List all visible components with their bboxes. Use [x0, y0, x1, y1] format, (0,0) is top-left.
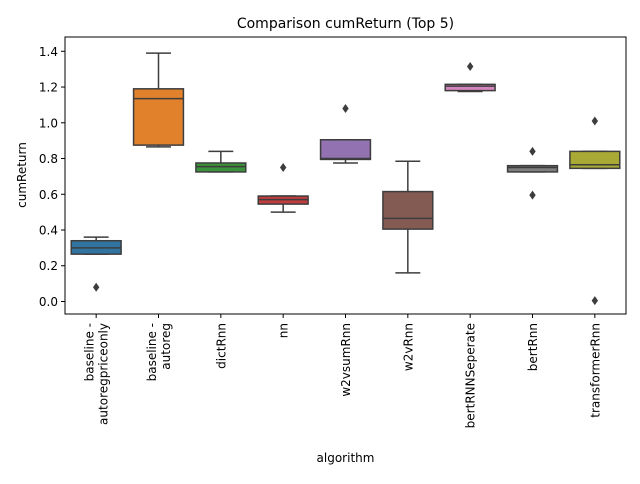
box-group [132, 52, 185, 148]
box-iqr [382, 190, 434, 230]
box-iqr [506, 164, 559, 173]
x-tick-label-line: w2vsumRnn [339, 323, 353, 397]
outlier-point [342, 103, 349, 113]
y-tick-label: 1.0 [39, 116, 58, 130]
outlier-point [92, 282, 100, 292]
box-group [319, 103, 372, 164]
x-tick-label-line: transformerRnn [588, 323, 602, 418]
x-tick-label: transformerRnn [588, 323, 602, 418]
box-group [382, 160, 434, 274]
y-tick-label: 0.4 [39, 224, 58, 238]
y-tick-label: 0.0 [39, 295, 58, 309]
y-tick-label: 0.6 [39, 188, 58, 202]
box-group [444, 61, 496, 93]
outlier-point [591, 296, 599, 306]
box-iqr [195, 162, 247, 173]
box-group [569, 116, 621, 306]
outlier-point [279, 162, 287, 172]
box-iqr [444, 83, 496, 92]
x-tick-label-line: bertRnn [526, 323, 540, 371]
x-tick-label: dictRnn [214, 323, 228, 369]
outlier-point [529, 190, 536, 200]
x-tick-label-line: autoregpriceonly [97, 323, 111, 425]
outlier-point [529, 146, 536, 156]
chart-title: Comparison cumReturn (Top 5) [237, 16, 454, 32]
x-tick-label: baseline -autoregpriceonly [83, 323, 111, 425]
plot-frame [64, 36, 627, 315]
x-tick-label-line: dictRnn [214, 323, 228, 369]
y-axis-label: cumReturn [15, 142, 29, 208]
box-group [506, 146, 559, 200]
y-tick-label: 0.2 [39, 259, 58, 273]
x-tick-label-line: bertRNNSeperate [464, 323, 478, 428]
x-tick-label: baseline -autoreg [145, 323, 173, 381]
box-group [195, 150, 247, 173]
outlier-point [591, 116, 599, 126]
x-tick-label: bertRNNSeperate [464, 323, 478, 428]
x-tick-label: nn [277, 323, 291, 338]
x-tick-label-line: autoreg [159, 323, 173, 370]
y-tick-label: 0.8 [39, 152, 58, 166]
box-iqr [569, 150, 621, 170]
box-group [70, 236, 122, 292]
x-tick-label-line: w2vRnn [401, 323, 415, 371]
y-tick-label: 1.4 [39, 45, 58, 59]
x-tick-label: bertRnn [526, 323, 540, 371]
box-iqr [132, 88, 185, 146]
outlier-point [466, 61, 474, 71]
x-tick-label-line: nn [277, 323, 291, 338]
x-tick-label: w2vRnn [401, 323, 415, 371]
y-tick-label: 1.2 [39, 81, 58, 95]
x-tick-label: w2vsumRnn [339, 323, 353, 397]
box-group [257, 162, 309, 213]
x-axis-label: algorithm [317, 451, 375, 465]
x-tick-label-line: baseline - [145, 323, 159, 381]
box-iqr [319, 139, 372, 161]
x-tick-label-line: baseline - [83, 323, 97, 381]
